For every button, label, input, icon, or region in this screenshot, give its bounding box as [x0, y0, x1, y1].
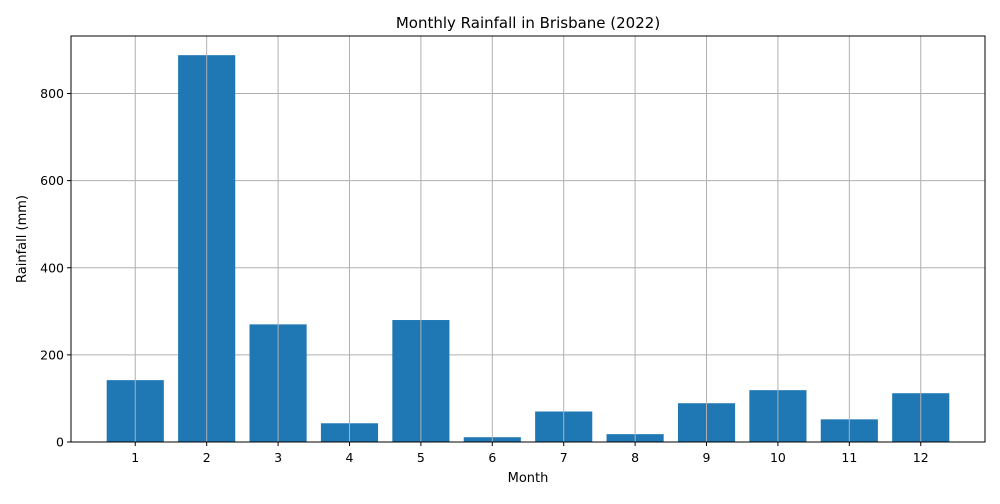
x-tick-label: 7 [560, 450, 568, 465]
x-axis-label: Month [508, 471, 549, 486]
x-tick-label: 2 [203, 450, 211, 465]
x-tick-label: 10 [770, 450, 786, 465]
y-tick-label: 800 [40, 86, 64, 101]
bars [106, 55, 950, 442]
x-tick-label: 5 [417, 450, 425, 465]
y-tick-label: 400 [40, 260, 64, 275]
x-tick-label: 9 [703, 450, 711, 465]
x-tick-label: 3 [274, 450, 282, 465]
x-tick-label: 4 [346, 450, 354, 465]
x-tick-label: 1 [131, 450, 139, 465]
x-tick-label: 12 [913, 450, 929, 465]
plot-area-frame [70, 35, 986, 443]
x-tick-label: 6 [488, 450, 496, 465]
vertical-grid-lines [134, 36, 922, 442]
y-tick-label: 600 [40, 173, 64, 188]
y-tick-label: 0 [56, 435, 64, 450]
x-tick-label: 8 [631, 450, 639, 465]
chart-title: Monthly Rainfall in Brisbane (2022) [396, 14, 660, 32]
y-tick-label: 200 [40, 347, 64, 362]
y-axis-label: Rainfall (mm) [15, 195, 30, 283]
x-tick-label: 11 [841, 450, 857, 465]
